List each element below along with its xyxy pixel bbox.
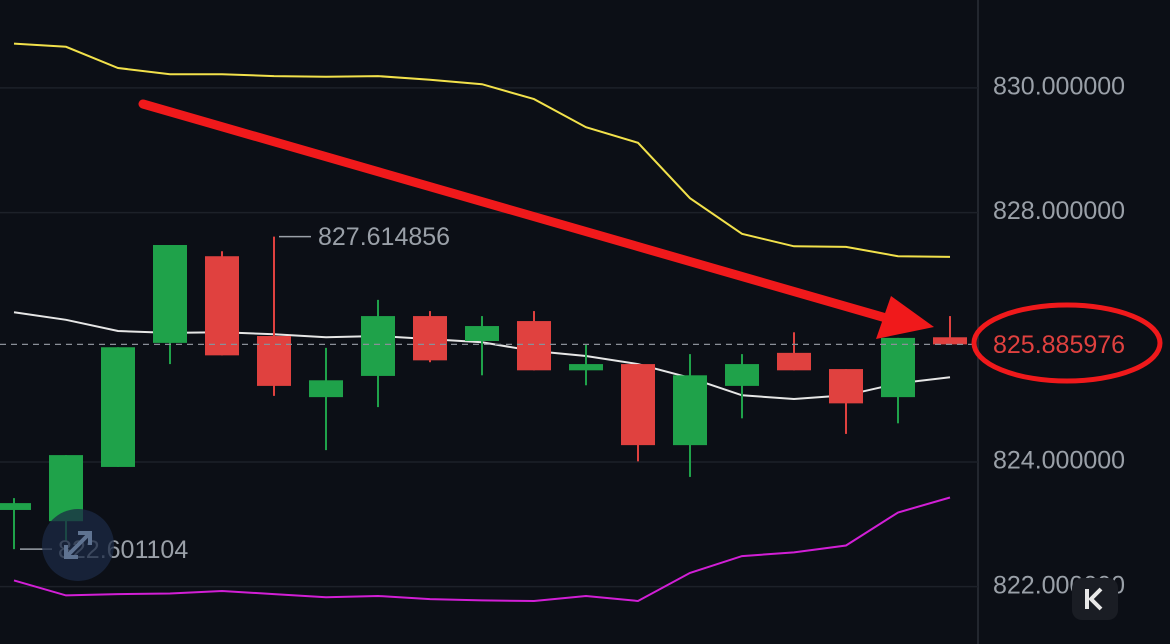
candle-body [517, 321, 551, 371]
candle-body [0, 503, 31, 510]
candle-body [309, 380, 343, 398]
y-tick-label: 830.000000 [993, 73, 1125, 101]
candles [0, 236, 967, 550]
candle-body [361, 316, 395, 376]
scroll-to-latest-button[interactable] [1072, 578, 1118, 620]
last-price-label: 825.885976 [993, 331, 1125, 359]
annotations [138, 99, 1163, 384]
candle-body [569, 364, 603, 371]
y-tick-label: 828.000000 [993, 197, 1125, 225]
candle-body [621, 364, 655, 446]
button-icon [1085, 587, 1103, 611]
candle-body [881, 337, 915, 398]
button-icon [64, 531, 92, 559]
collapse-button[interactable] [42, 509, 114, 581]
arrow-head [876, 296, 934, 339]
band-line [13, 496, 951, 603]
candle-body [673, 375, 707, 446]
candle-body [101, 347, 135, 467]
grid [0, 87, 978, 588]
y-tick-label: 824.000000 [993, 447, 1125, 475]
highlight-ellipse [971, 302, 1163, 384]
band-line [13, 42, 951, 258]
candle-body [153, 245, 187, 343]
candle-body [257, 336, 291, 386]
candle-body [413, 316, 447, 361]
candle-body [777, 352, 811, 371]
button-bg [1072, 578, 1118, 620]
candle-body [725, 364, 759, 386]
candle-body [465, 326, 499, 342]
candle-body [205, 256, 239, 356]
candle-body [829, 369, 863, 404]
candle-body [933, 337, 967, 345]
high-label: 827.614856 [318, 223, 450, 251]
arrow-shaft [138, 99, 891, 323]
